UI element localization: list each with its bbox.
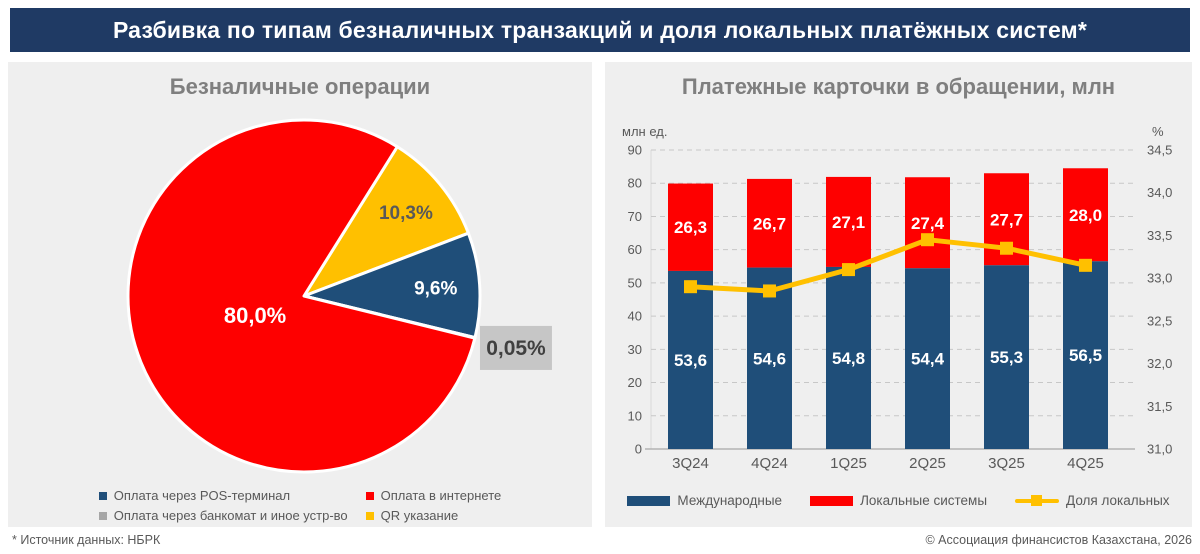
- x-axis-label: 4Q24: [751, 455, 788, 472]
- line-marker: [684, 280, 697, 294]
- bar-label-local: 26,7: [753, 214, 786, 233]
- bar-label-international: 56,5: [1069, 346, 1102, 365]
- pie-chart-title: Безналичные операции: [169, 74, 431, 99]
- right-axis-tick: 31,5: [1147, 399, 1172, 414]
- legend-label: QR указание: [380, 508, 459, 523]
- left-axis-tick: 80: [628, 176, 642, 191]
- bar-segment-international: [1063, 261, 1108, 449]
- right-axis-tick: 31,0: [1147, 442, 1172, 457]
- line-marker: [1000, 241, 1013, 255]
- bar-label-local: 27,4: [911, 214, 945, 233]
- legend-label: Международные: [677, 493, 783, 508]
- legend-label: Оплата через банкомат и иное устр-во: [113, 508, 348, 523]
- bar-segment-local: [826, 176, 871, 267]
- legend-item-atm: Оплата через банкомат и иное устр-во: [98, 508, 348, 523]
- left-axis-tick: 10: [628, 408, 642, 423]
- bar-label-local: 27,7: [990, 210, 1023, 229]
- pie-data-label: 80,0%: [224, 303, 286, 328]
- legend-label: Локальные системы: [860, 493, 988, 508]
- bar-label-international: 54,6: [753, 349, 786, 368]
- bar-segment-international: [668, 270, 713, 449]
- combo-legend: Международные Локальные системы Доля лок…: [605, 493, 1192, 508]
- legend-swatch-red: [365, 491, 374, 500]
- combo-chart: 0 10 20 30 40 50 60 70 80 90 31,0 31,5 32,0 32,5 33,0 3…: [628, 143, 1173, 473]
- bar-segment-local: [1063, 168, 1108, 262]
- bar-segment-international: [905, 268, 950, 449]
- combo-panel: Платежные карточки в обращении, млн млн …: [605, 62, 1192, 527]
- bar-segment-international: [826, 266, 871, 449]
- right-axis-tick: 32,5: [1147, 313, 1172, 328]
- right-axis-tick: 33,5: [1147, 228, 1172, 243]
- bar-label-international: 54,4: [911, 350, 945, 369]
- bar-label-local: 26,3: [674, 218, 707, 237]
- legend-marker-icon: [1031, 495, 1043, 506]
- bar-segment-local: [905, 177, 950, 269]
- legend-swatch-yellow: [365, 511, 374, 520]
- legend-item-local-systems: Локальные системы: [810, 493, 987, 508]
- line-marker: [842, 263, 855, 277]
- right-axis-tick: 32,0: [1147, 356, 1172, 371]
- legend-item-internet: Оплата в интернете: [365, 488, 502, 503]
- x-axis-label: 3Q24: [672, 455, 709, 472]
- x-axis-label: 4Q25: [1067, 455, 1104, 472]
- line-marker: [921, 233, 934, 247]
- pie-legend: Оплата через POS-терминал Оплата в интер…: [8, 488, 592, 523]
- x-axis-label: 1Q25: [830, 455, 867, 472]
- combo-chart-title: Платежные карточки в обращении, млн: [681, 74, 1116, 99]
- left-axis-tick: 40: [628, 309, 642, 324]
- legend-item-local-share: Доля локальных: [1015, 493, 1170, 508]
- bar-label-international: 54,8: [832, 349, 865, 368]
- right-axis-tick: 34,0: [1147, 185, 1172, 200]
- bar-segment-local: [668, 183, 713, 271]
- left-axis-tick: 70: [628, 209, 642, 224]
- share-line: [688, 237, 1088, 294]
- copyright-note: © Ассоциация финансистов Казахстана, 202…: [925, 533, 1192, 547]
- right-axis-unit: %: [1152, 124, 1164, 139]
- legend-item-international: Международные: [627, 493, 782, 508]
- pie-data-label: 0,05%: [486, 337, 546, 360]
- pie-panel: Безналичные операции 80,0% 10,3% 9,6% 0,05%…: [8, 62, 592, 527]
- legend-label: Доля локальных: [1066, 493, 1170, 508]
- pie-callout-box: [479, 325, 552, 370]
- source-note: * Источник данных: НБРК: [12, 533, 161, 547]
- line-marker: [1079, 258, 1092, 272]
- left-axis-tick: 30: [628, 342, 642, 357]
- pie-data-label: 10,3%: [379, 203, 433, 224]
- legend-swatch-blue: [98, 491, 107, 500]
- legend-swatch-red-bar: [810, 495, 854, 506]
- bar-label-international: 55,3: [990, 348, 1023, 367]
- x-axis-label: 2Q25: [909, 455, 946, 472]
- bar-segment-international: [747, 267, 792, 449]
- page-title: Разбивка по типам безналичных транзакций…: [112, 16, 1088, 43]
- line-marker: [763, 284, 776, 298]
- bar-segment-local: [747, 178, 792, 268]
- pie-slice: [302, 145, 470, 298]
- legend-swatch-yellow-line: [1015, 494, 1060, 507]
- bar-segment-international: [984, 265, 1029, 449]
- main-title-bar: Разбивка по типам безналичных транзакций…: [10, 8, 1190, 52]
- right-axis-tick: 34,5: [1147, 143, 1172, 158]
- legend-item-pos-terminal: Оплата через POS-терминал: [98, 488, 348, 503]
- legend-item-qr: QR указание: [365, 508, 502, 523]
- left-axis-tick: 50: [628, 275, 642, 290]
- legend-swatch-blue-bar: [627, 495, 671, 506]
- bar-label-local: 28,0: [1069, 206, 1102, 225]
- x-axis-label: 3Q25: [988, 455, 1025, 472]
- pie-data-label: 9,6%: [414, 279, 457, 300]
- right-axis-tick: 33,0: [1147, 271, 1172, 286]
- legend-label: Оплата через POS-терминал: [113, 488, 291, 503]
- left-axis-tick: 0: [635, 442, 642, 457]
- left-axis-tick: 20: [628, 375, 642, 390]
- pie-slice: [302, 231, 482, 340]
- bar-label-local: 27,1: [832, 213, 865, 232]
- left-axis-unit: млн ед.: [622, 124, 668, 139]
- pie-slice: [126, 118, 477, 474]
- page-footer: * Источник данных: НБРК © Ассоциация фин…: [12, 533, 1192, 547]
- legend-swatch-gray: [98, 511, 107, 520]
- bar-label-international: 53,6: [674, 351, 707, 370]
- legend-label: Оплата в интернете: [380, 488, 502, 503]
- pie-chart: 80,0% 10,3% 9,6% 0,05%: [126, 118, 552, 474]
- left-axis-tick: 90: [628, 143, 642, 158]
- left-axis-tick: 60: [628, 242, 642, 257]
